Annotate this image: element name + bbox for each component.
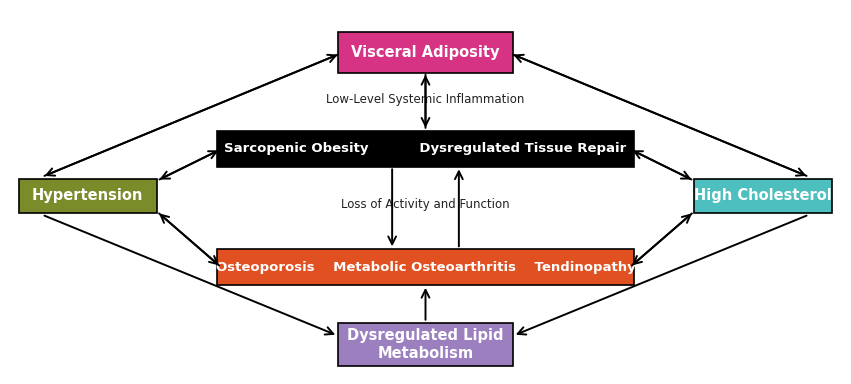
Text: Low-Level Systemic Inflammation: Low-Level Systemic Inflammation [326,93,525,106]
FancyBboxPatch shape [694,179,832,213]
Text: Sarcopenic Obesity           Dysregulated Tissue Repair: Sarcopenic Obesity Dysregulated Tissue R… [225,142,626,155]
Text: High Cholesterol: High Cholesterol [694,188,832,203]
Text: Hypertension: Hypertension [32,188,144,203]
Text: Dysregulated Lipid
Metabolism: Dysregulated Lipid Metabolism [347,328,504,361]
FancyBboxPatch shape [338,32,513,73]
FancyBboxPatch shape [217,131,634,167]
FancyBboxPatch shape [217,249,634,285]
FancyBboxPatch shape [338,323,513,366]
Text: Loss of Activity and Function: Loss of Activity and Function [341,197,510,210]
Text: Visceral Adiposity: Visceral Adiposity [351,45,500,60]
Text: Osteoporosis    Metabolic Osteoarthritis    Tendinopathy: Osteoporosis Metabolic Osteoarthritis Te… [215,261,636,274]
FancyBboxPatch shape [19,179,157,213]
